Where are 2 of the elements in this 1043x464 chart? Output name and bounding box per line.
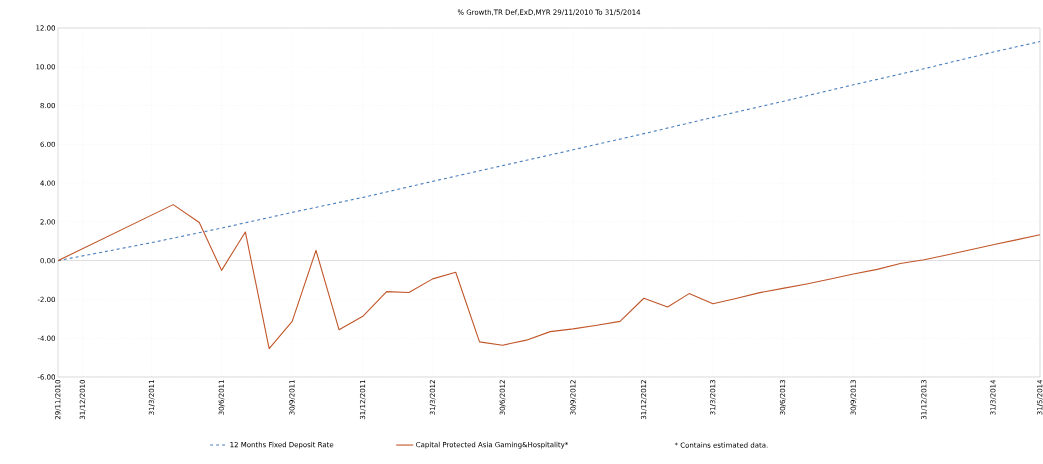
line-series: [58, 41, 1041, 262]
line-series: [58, 204, 1041, 350]
